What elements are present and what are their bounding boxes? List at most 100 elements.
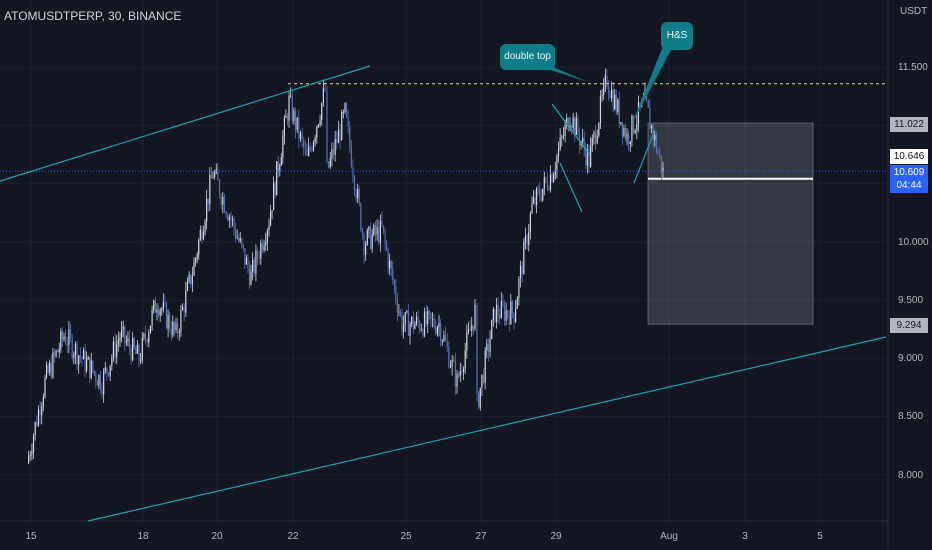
candle-body — [301, 132, 303, 140]
candle-body — [311, 148, 313, 151]
candle-body — [528, 232, 530, 245]
candle-body — [81, 357, 83, 360]
candle-body — [361, 230, 364, 234]
candle-body — [479, 387, 481, 408]
candle-body — [495, 304, 498, 322]
candle-body — [146, 339, 148, 343]
candle-body — [443, 335, 445, 341]
candle-body — [34, 422, 36, 436]
candle-body — [381, 220, 383, 226]
candle-body — [138, 344, 140, 362]
candle-body — [159, 309, 161, 316]
candle-body — [178, 332, 180, 333]
candle-body — [373, 224, 375, 235]
candle-body — [53, 352, 56, 356]
candle-body — [308, 146, 310, 156]
candle-body — [143, 334, 145, 338]
bar-countdown-label: 04:44 — [890, 178, 928, 193]
candle-body — [420, 329, 422, 331]
candle-body — [446, 340, 448, 347]
candle-body — [407, 311, 410, 336]
price-tick: 9.500 — [898, 295, 924, 306]
candle-body — [74, 343, 77, 356]
candle-body — [233, 218, 235, 229]
candle-body — [598, 123, 600, 136]
candle-body — [548, 188, 550, 190]
candle-body — [185, 290, 187, 313]
candle-body — [288, 95, 290, 121]
candle-body — [471, 325, 473, 331]
candle-body — [28, 455, 30, 464]
time-tick: 15 — [25, 531, 37, 542]
price-tick: 8.000 — [898, 470, 924, 481]
candle-body — [396, 300, 398, 313]
candle-body — [149, 325, 152, 334]
candle-body — [283, 117, 285, 137]
candle-body — [140, 359, 142, 362]
candle-body — [647, 100, 649, 108]
candle-body — [273, 182, 275, 211]
candle-body — [469, 329, 471, 331]
candle-body — [562, 135, 565, 137]
candle-body — [617, 99, 619, 113]
candle-body — [306, 148, 308, 156]
candle-body — [252, 259, 254, 272]
candle-body — [427, 310, 429, 325]
candle-body — [339, 129, 341, 141]
candle-body — [519, 265, 522, 279]
candle-body — [438, 323, 440, 328]
candle-body — [290, 95, 292, 97]
candle-body — [386, 242, 388, 251]
candle-body — [86, 359, 88, 371]
candle-body — [303, 139, 305, 149]
candle-body — [384, 231, 386, 243]
candle-body — [65, 336, 67, 344]
candle-body — [78, 355, 80, 365]
candle-body — [542, 188, 544, 201]
candle-body — [299, 132, 302, 139]
candle-body — [436, 327, 438, 334]
candle-body — [398, 311, 400, 313]
candle-body — [390, 260, 392, 269]
candle-body — [404, 312, 406, 325]
upper-price-label: 11.022 — [890, 117, 928, 132]
candle-body — [430, 312, 432, 320]
candle-body — [655, 135, 658, 152]
candle-body — [524, 236, 527, 243]
candle-body — [49, 363, 51, 373]
candle-body — [135, 348, 137, 354]
candle-body — [130, 348, 132, 361]
candle-body — [578, 133, 581, 146]
candle-body — [451, 359, 453, 367]
candle-body — [505, 310, 507, 321]
head-and-shoulders-callout[interactable]: H&S — [661, 22, 693, 50]
candle-body — [376, 226, 378, 235]
candle-body — [170, 329, 172, 336]
candle-body — [511, 301, 514, 313]
candle-body — [660, 155, 662, 172]
candle-body — [204, 221, 206, 232]
candle-body — [634, 130, 636, 133]
candle-body — [242, 244, 244, 248]
candle-body — [241, 238, 243, 245]
candle-body — [474, 304, 476, 330]
candle-body — [84, 350, 86, 371]
candle-body — [324, 88, 326, 91]
candle-body — [45, 365, 48, 378]
candle-body — [387, 250, 389, 269]
double-top-callout[interactable]: double top — [500, 44, 555, 70]
candle-body — [607, 86, 610, 94]
candle-body — [546, 180, 548, 189]
candle-body — [637, 102, 640, 124]
candle-body — [564, 124, 566, 136]
candle-body — [36, 422, 38, 426]
candle-body — [415, 316, 418, 324]
candle-body — [225, 212, 227, 216]
candle-body — [336, 139, 338, 144]
candle-body — [312, 141, 315, 151]
candle-body — [269, 212, 272, 226]
candle-body — [537, 188, 539, 190]
candle-body — [591, 137, 593, 147]
